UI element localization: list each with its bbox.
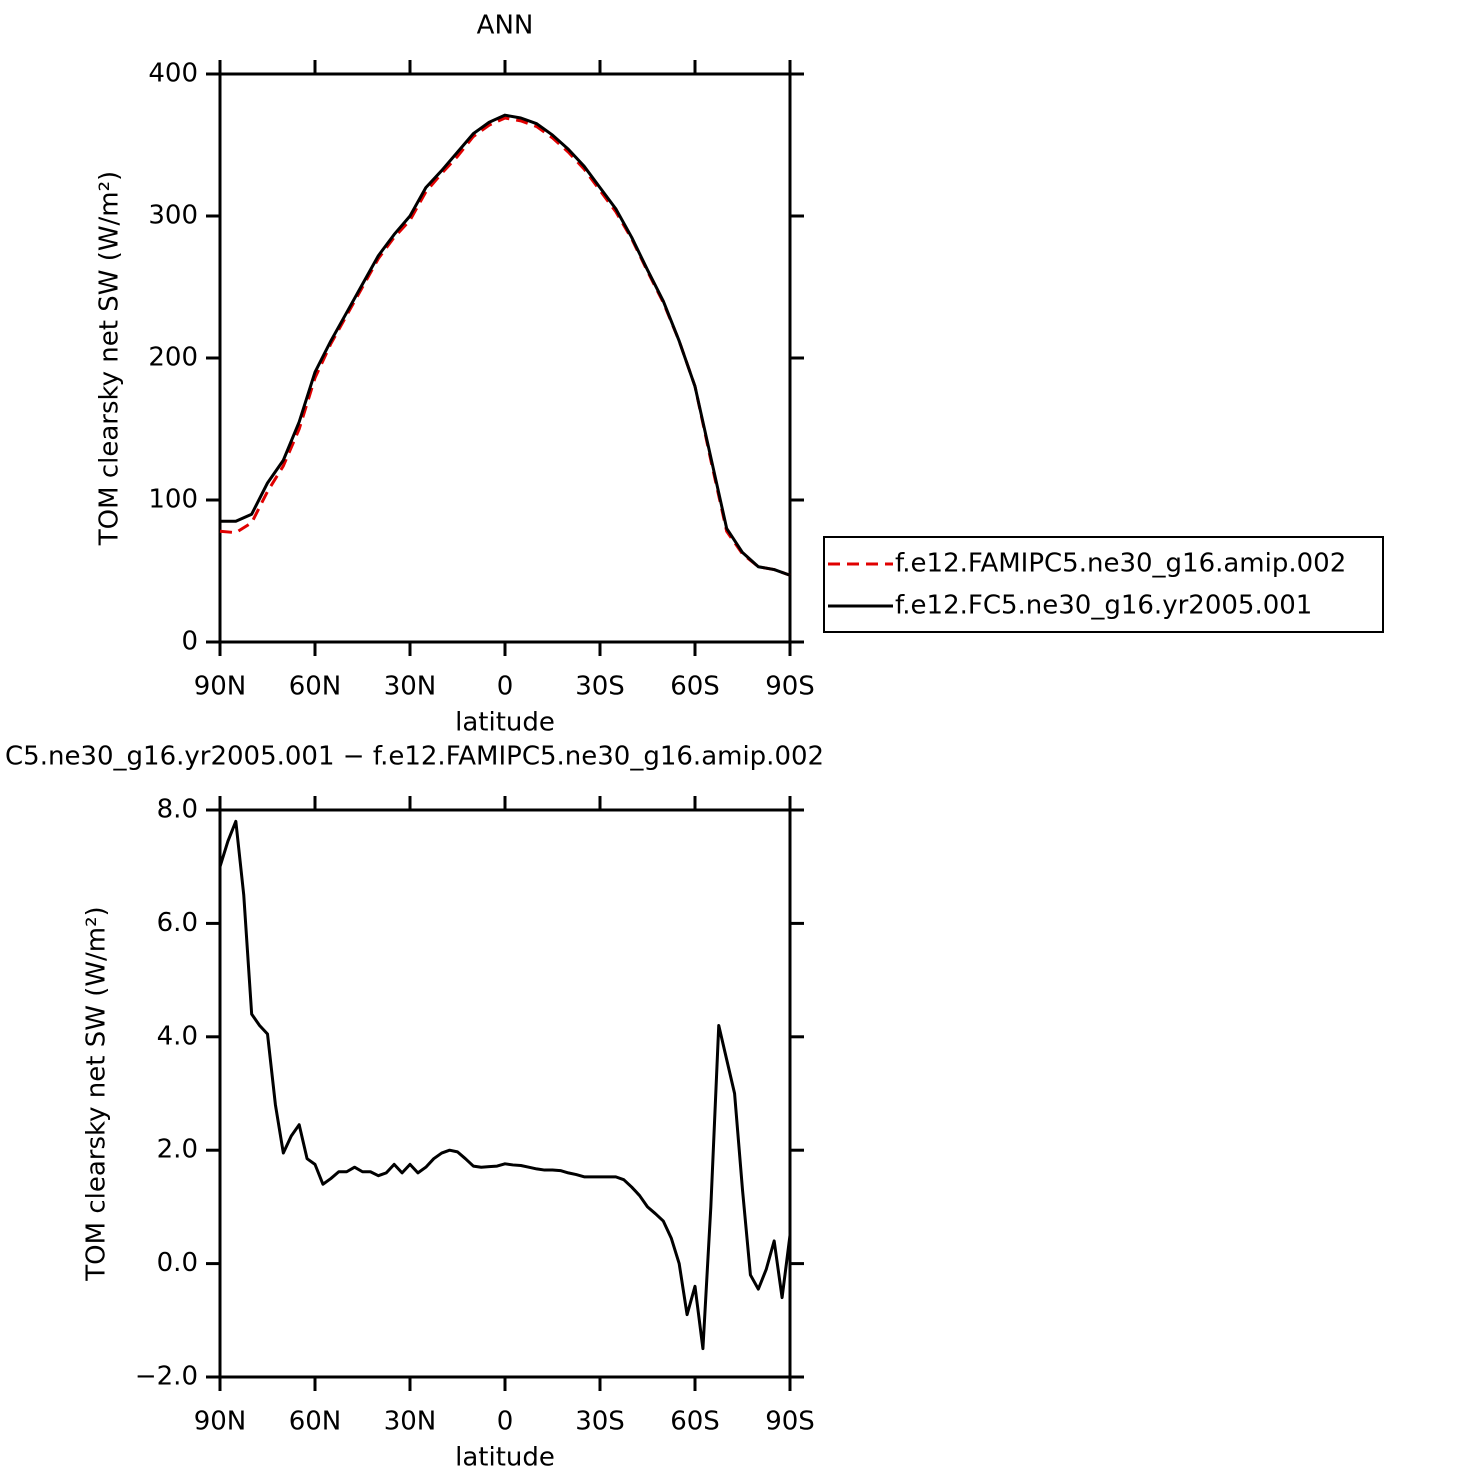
legend-box: [823, 536, 1384, 633]
chart-title: ANN: [477, 11, 534, 41]
y-tick-label: 6.0: [157, 908, 198, 938]
x-tick-label: 30N: [384, 1407, 437, 1437]
y-tick-label: 400: [148, 59, 198, 89]
y-tick-label: 100: [148, 485, 198, 515]
x-tick-label: 30S: [575, 672, 625, 702]
y-axis-label: TOM clearsky net SW (W/m²): [95, 171, 125, 546]
y-tick-label: 8.0: [157, 795, 198, 825]
chart-title: C5.ne30_g16.yr2005.001 − f.e12.FAMIPC5.n…: [5, 742, 824, 772]
y-tick-label: 0.0: [157, 1248, 198, 1278]
x-tick-label: 60N: [289, 672, 342, 702]
data-line: [219, 116, 791, 577]
data-line: [218, 819, 792, 1351]
x-tick-label: 30N: [384, 672, 437, 702]
x-tick-label: 90N: [194, 1407, 247, 1437]
y-tick-label: 4.0: [157, 1021, 198, 1051]
x-tick-label: 0: [497, 672, 514, 702]
data-line: [220, 113, 791, 577]
y-tick-label: 200: [148, 343, 198, 373]
x-tick-label: 90S: [765, 1407, 815, 1437]
x-tick-label: 90S: [765, 672, 815, 702]
y-tick-label: 2.0: [157, 1135, 198, 1165]
y-tick-label: −2.0: [135, 1362, 198, 1392]
x-axis-label: latitude: [455, 708, 555, 738]
x-tick-label: 90N: [194, 672, 247, 702]
y-axis-label: TOM clearsky net SW (W/m²): [82, 906, 112, 1281]
x-tick-label: 30S: [575, 1407, 625, 1437]
y-tick-label: 0: [181, 627, 198, 657]
x-tick-label: 0: [497, 1407, 514, 1437]
x-tick-label: 60S: [670, 672, 720, 702]
x-tick-label: 60N: [289, 1407, 342, 1437]
y-tick-label: 300: [148, 201, 198, 231]
plot-frame: [218, 808, 792, 1379]
x-axis-label: latitude: [455, 1443, 555, 1473]
plot-frame: [218, 72, 792, 644]
legend-label: f.e12.FC5.ne30_g16.yr2005.001: [895, 591, 1312, 621]
legend-label: f.e12.FAMIPC5.ne30_g16.amip.002: [895, 549, 1346, 579]
x-tick-label: 60S: [670, 1407, 720, 1437]
